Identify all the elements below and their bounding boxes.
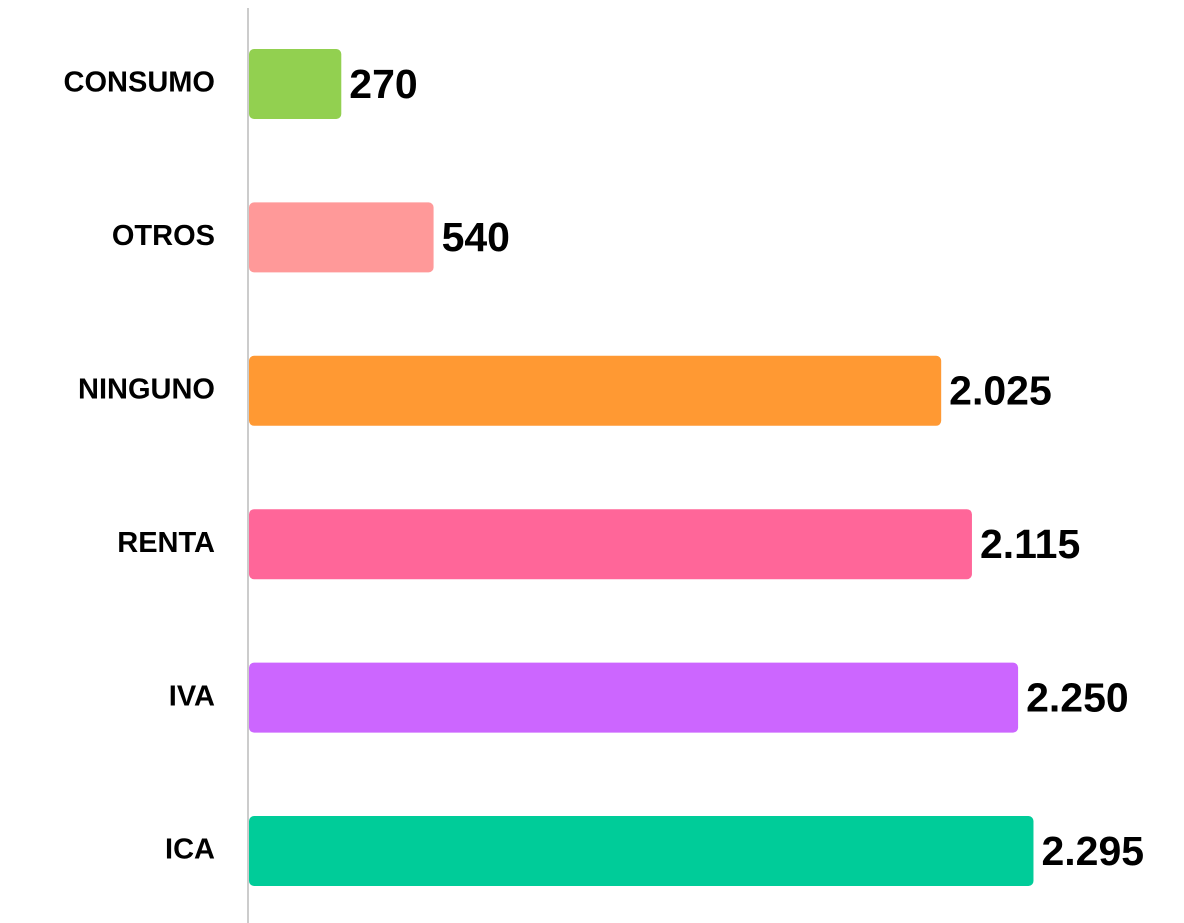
bar bbox=[249, 509, 972, 580]
category-label: ICA bbox=[165, 834, 215, 866]
category-label: IVA bbox=[169, 680, 215, 712]
bar bbox=[249, 816, 1034, 886]
bar bbox=[249, 49, 342, 119]
value-label: 2.115 bbox=[980, 521, 1080, 567]
value-label: 2.250 bbox=[1026, 674, 1129, 720]
category-label: NINGUNO bbox=[78, 373, 215, 405]
value-label: 2.295 bbox=[1041, 828, 1144, 874]
category-label: OTROS bbox=[112, 220, 215, 252]
value-label: 2.025 bbox=[949, 368, 1052, 414]
value-label: 540 bbox=[442, 214, 510, 260]
category-label: RENTA bbox=[117, 527, 215, 559]
bar bbox=[249, 355, 942, 426]
category-label: CONSUMO bbox=[64, 67, 215, 99]
value-label: 270 bbox=[349, 61, 417, 107]
bar bbox=[249, 202, 434, 273]
bar bbox=[249, 662, 1019, 733]
